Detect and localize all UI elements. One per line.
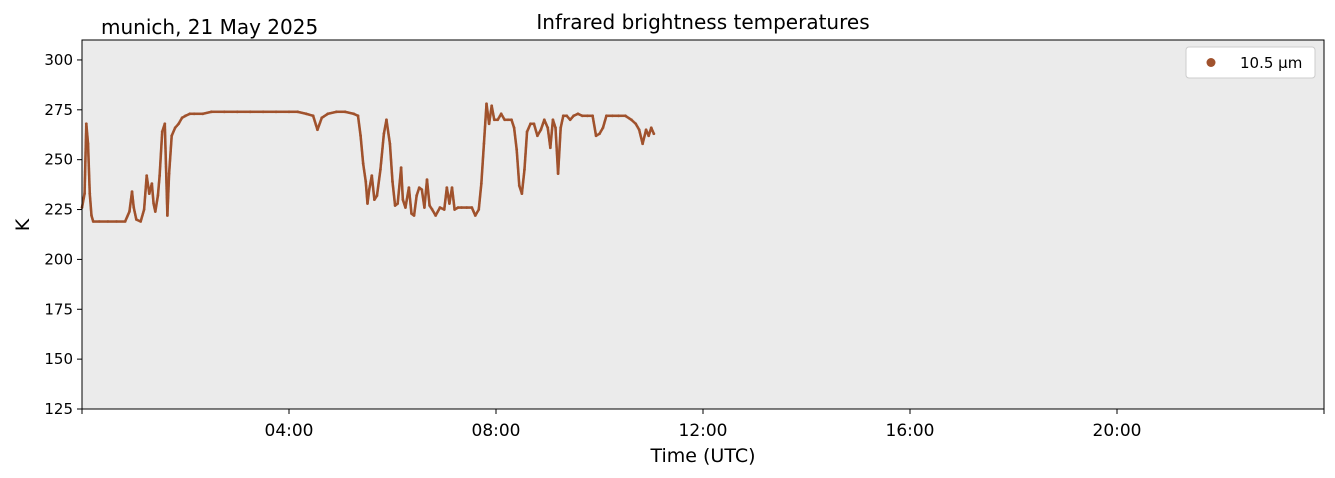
y-axis-label: K	[12, 218, 34, 231]
plot-area	[82, 40, 1324, 409]
x-tick-label: 20:00	[1093, 421, 1142, 441]
y-tick-label: 200	[44, 250, 73, 268]
data-point	[652, 132, 656, 136]
y-tick-label: 300	[44, 51, 73, 69]
x-axis-label: Time (UTC)	[649, 445, 755, 467]
legend-label: 10.5 µm	[1240, 54, 1302, 72]
y-tick-label: 150	[44, 350, 73, 368]
legend-marker	[1206, 58, 1216, 67]
y-tick-label: 175	[44, 300, 73, 318]
data-layer	[80, 102, 656, 223]
chart-title: Infrared brightness temperatures	[536, 10, 869, 34]
x-tick-label: 16:00	[886, 421, 935, 441]
y-tick-label: 225	[44, 201, 73, 219]
legend: 10.5 µm	[1185, 46, 1316, 79]
y-axis: 125 150 175 200 225 250 275 300	[44, 51, 82, 418]
chart-subtitle: munich, 21 May 2025	[101, 15, 318, 39]
x-tick-label: 04:00	[265, 421, 314, 441]
legend-box	[1185, 46, 1316, 79]
x-tick-label: 12:00	[679, 421, 728, 441]
y-tick-label: 125	[44, 400, 73, 418]
x-tick-label: 08:00	[472, 421, 521, 441]
y-tick-label: 250	[44, 151, 73, 169]
y-tick-label: 275	[44, 101, 73, 119]
x-axis: 04:00 08:00 12:00 16:00 20:00	[81, 409, 1325, 441]
